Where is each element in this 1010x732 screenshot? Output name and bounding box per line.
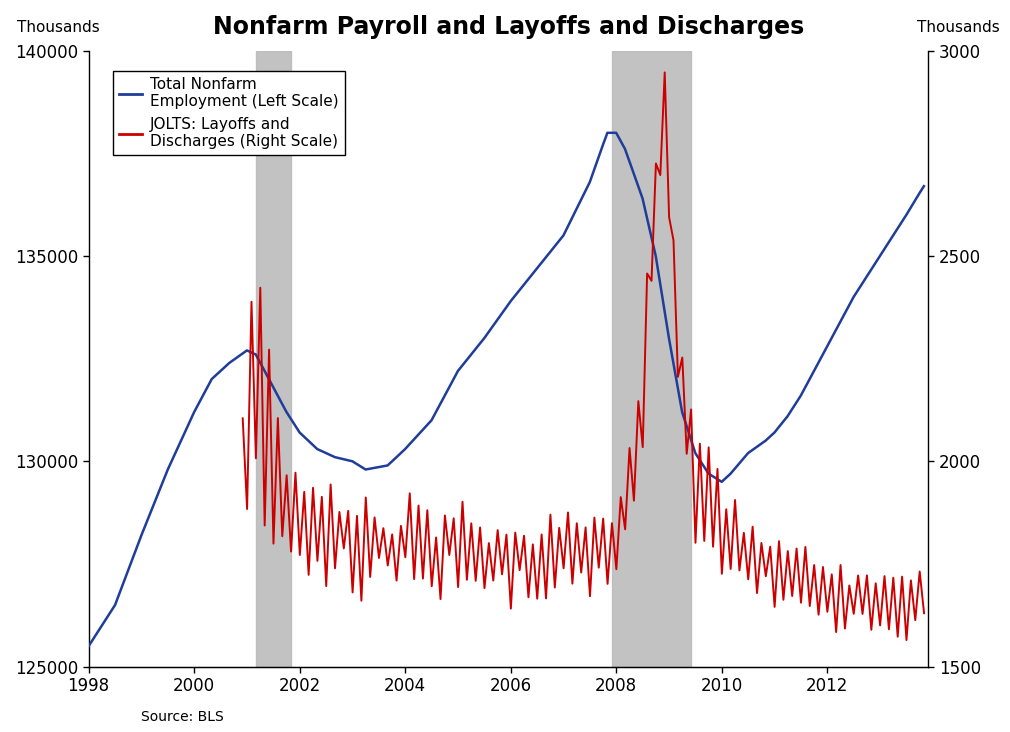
Bar xyxy=(256,51,291,667)
Bar xyxy=(612,51,691,667)
Text: Source: BLS: Source: BLS xyxy=(141,710,224,724)
Legend: Total Nonfarm
Employment (Left Scale), JOLTS: Layoffs and
Discharges (Right Scal: Total Nonfarm Employment (Left Scale), J… xyxy=(113,70,344,155)
Text: Thousands: Thousands xyxy=(917,20,1000,35)
Text: Thousands: Thousands xyxy=(17,20,100,35)
Title: Nonfarm Payroll and Layoffs and Discharges: Nonfarm Payroll and Layoffs and Discharg… xyxy=(213,15,804,39)
